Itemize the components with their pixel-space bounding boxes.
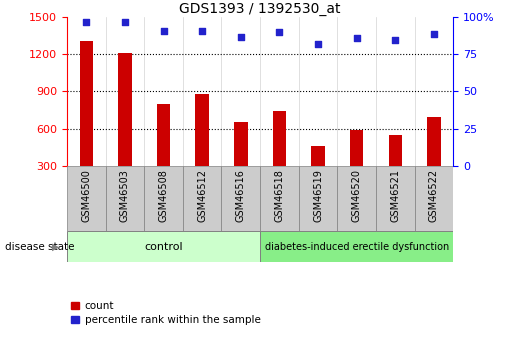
Point [391,37,400,42]
Point [352,35,360,41]
Bar [183,166,221,231]
Text: GSM46519: GSM46519 [313,169,323,222]
Bar [388,135,402,203]
Bar [337,166,376,231]
Point [198,28,206,33]
Bar [299,166,337,231]
Point [82,19,91,24]
Bar [106,166,144,231]
Bar [67,231,260,262]
Title: GDS1393 / 1392530_at: GDS1393 / 1392530_at [179,2,341,16]
Point [430,31,438,36]
Text: diabetes-induced erectile dysfunction: diabetes-induced erectile dysfunction [265,242,449,252]
Text: GSM46500: GSM46500 [81,169,91,222]
Text: GSM46503: GSM46503 [120,169,130,222]
Text: ▶: ▶ [52,242,59,252]
Bar [260,166,299,231]
Bar [311,146,325,203]
Point [121,19,129,24]
Point [275,29,283,35]
Bar [157,104,170,203]
Bar [79,41,93,203]
Bar [234,122,248,203]
Bar [67,166,106,231]
Bar [144,166,183,231]
Legend: count, percentile rank within the sample: count, percentile rank within the sample [67,297,265,329]
Bar [272,111,286,203]
Bar [260,231,453,262]
Bar [415,166,453,231]
Bar [376,166,415,231]
Point [236,34,245,39]
Text: disease state: disease state [5,242,75,252]
Bar [350,130,364,203]
Text: GSM46520: GSM46520 [352,169,362,222]
Text: GSM46508: GSM46508 [159,169,168,222]
Text: GSM46521: GSM46521 [390,169,400,222]
Bar [427,117,441,203]
Bar [195,94,209,203]
Text: GSM46512: GSM46512 [197,169,207,222]
Text: GSM46516: GSM46516 [236,169,246,222]
Bar [118,53,132,203]
Text: GSM46518: GSM46518 [274,169,284,222]
Text: GSM46522: GSM46522 [429,169,439,222]
Point [314,41,322,47]
Bar [221,166,260,231]
Text: control: control [144,242,183,252]
Point [159,28,167,33]
